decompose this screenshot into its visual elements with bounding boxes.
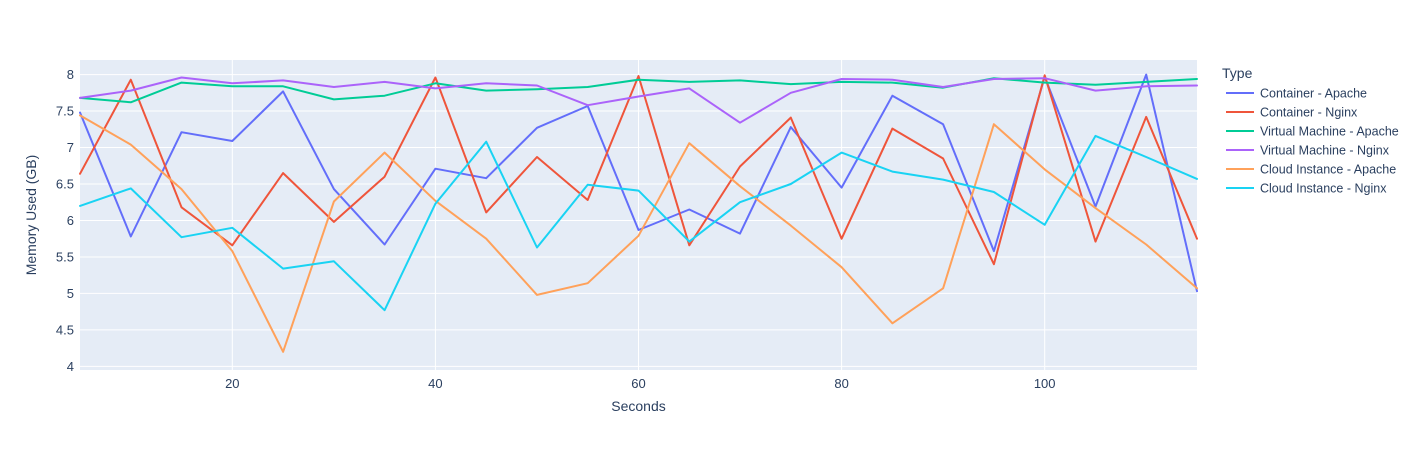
legend-item[interactable]: Cloud Instance - Apache: [1226, 163, 1396, 177]
y-tick-label: 7.5: [56, 104, 74, 119]
legend-item[interactable]: Container - Apache: [1226, 87, 1367, 101]
legend-label: Virtual Machine - Apache: [1260, 125, 1399, 139]
x-tick-label: 40: [428, 376, 442, 391]
legend-label: Container - Nginx: [1260, 106, 1358, 120]
series-line: [79, 114, 1198, 353]
legend-label: Cloud Instance - Apache: [1260, 163, 1396, 177]
series-line: [79, 134, 1198, 312]
legend-item[interactable]: Virtual Machine - Apache: [1226, 125, 1399, 139]
legend-item[interactable]: Container - Nginx: [1226, 106, 1358, 120]
legend-item[interactable]: Virtual Machine - Nginx: [1226, 144, 1390, 158]
y-tick-label: 4: [67, 359, 74, 374]
series-line: [79, 76, 1198, 124]
legend-label: Virtual Machine - Nginx: [1260, 144, 1390, 158]
y-tick-label: 7: [67, 140, 74, 155]
x-tick-label: 80: [834, 376, 848, 391]
y-axis-title: Memory Used (GB): [23, 155, 39, 276]
x-axis-title: Seconds: [611, 398, 665, 414]
legend[interactable]: Type Container - Apache Container - Nginx…: [1222, 65, 1399, 196]
y-axis-ticks: 4 4.5 5 5.5 6 6.5 7 7.5 8: [56, 67, 74, 374]
legend-items: Container - Apache Container - Nginx Virtu…: [1226, 87, 1399, 196]
y-tick-label: 4.5: [56, 322, 74, 337]
legend-title: Type: [1222, 65, 1253, 81]
grid-lines: [80, 60, 1197, 370]
series-line: [79, 73, 1198, 293]
y-tick-label: 6.5: [56, 177, 74, 192]
legend-label: Cloud Instance - Nginx: [1260, 182, 1387, 196]
y-tick-label: 5: [67, 286, 74, 301]
x-tick-label: 100: [1034, 376, 1056, 391]
y-tick-label: 8: [67, 67, 74, 82]
legend-item[interactable]: Cloud Instance - Nginx: [1226, 182, 1387, 196]
x-tick-label: 20: [225, 376, 239, 391]
x-tick-label: 60: [631, 376, 645, 391]
x-axis-ticks: 20 40 60 80 100: [225, 376, 1055, 391]
y-tick-label: 6: [67, 213, 74, 228]
series-line: [79, 74, 1198, 266]
series-lines: [79, 73, 1198, 353]
legend-label: Container - Apache: [1260, 87, 1367, 101]
y-tick-label: 5.5: [56, 249, 74, 264]
